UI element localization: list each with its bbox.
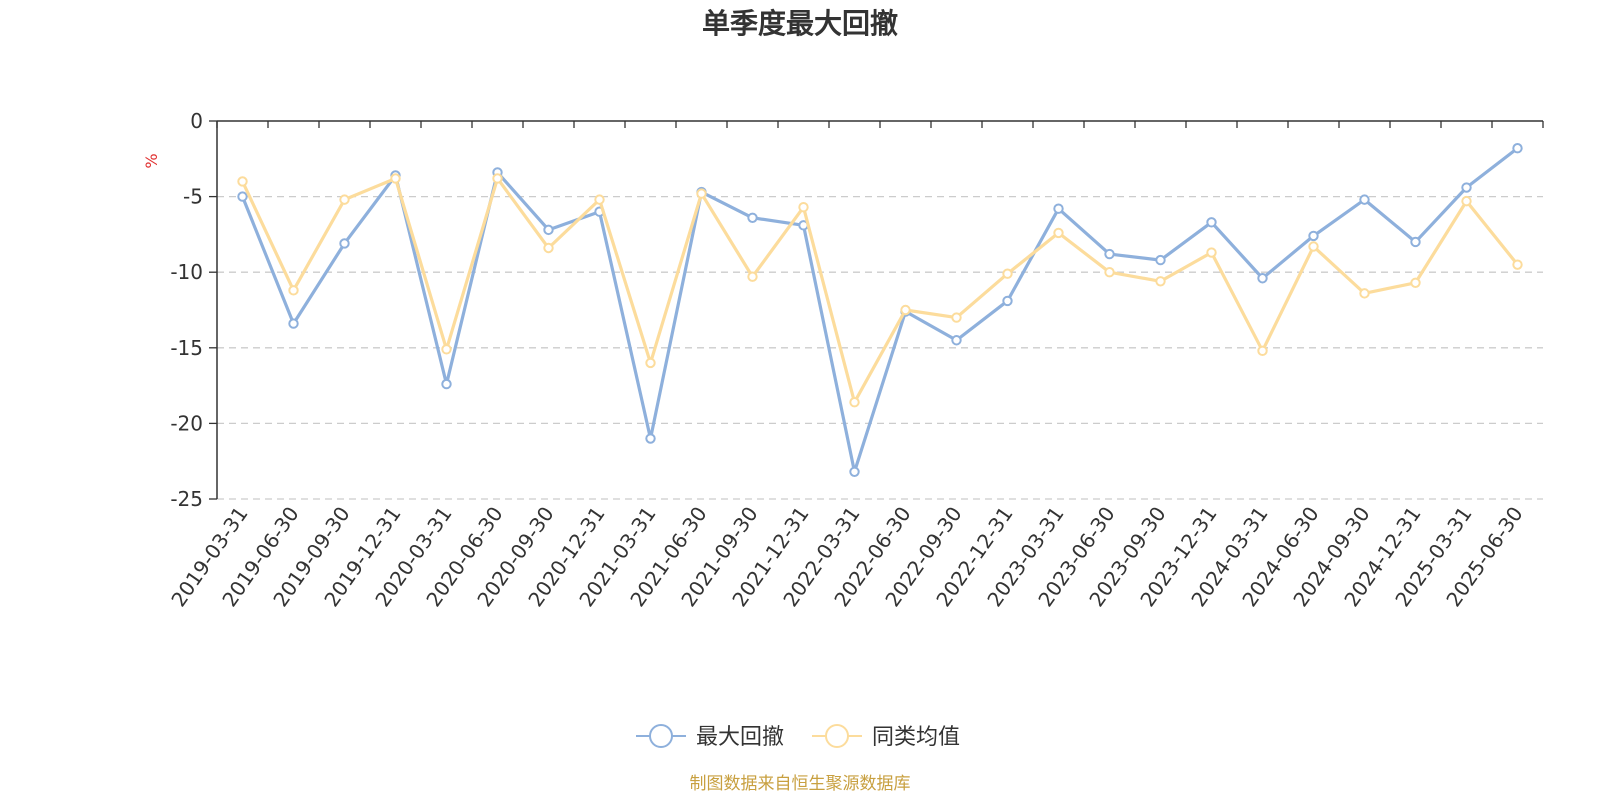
data-point[interactable]	[1104, 248, 1115, 260]
data-point[interactable]	[798, 201, 809, 213]
data-point[interactable]	[543, 242, 554, 254]
data-point[interactable]	[645, 433, 656, 444]
data-point[interactable]	[747, 271, 758, 282]
data-point[interactable]	[951, 335, 962, 346]
data-point[interactable]	[1461, 195, 1472, 207]
data-point[interactable]	[492, 173, 503, 184]
data-point[interactable]	[645, 357, 656, 369]
y-tick-label: -10	[170, 260, 203, 284]
data-point[interactable]	[1359, 288, 1370, 299]
data-point[interactable]	[441, 378, 452, 390]
data-point[interactable]	[1104, 267, 1115, 278]
legend-label: 最大回撤	[696, 725, 784, 750]
data-point[interactable]	[747, 212, 758, 223]
data-point[interactable]	[1512, 259, 1523, 270]
data-point[interactable]	[237, 176, 248, 187]
axis-layer: 0-5-10-15-20-252019-03-312019-06-302019-…	[166, 109, 1544, 611]
legend-label: 同类均值	[872, 725, 960, 750]
data-point[interactable]	[1410, 277, 1421, 288]
y-axis-unit: %	[142, 153, 161, 168]
data-point[interactable]	[288, 318, 299, 329]
data-source-note: 制图数据来自恒生聚源数据库	[690, 774, 911, 794]
data-point[interactable]	[339, 238, 350, 249]
series-line	[241, 176, 1519, 404]
y-tick-label: -5	[183, 185, 203, 209]
y-tick-label: -15	[170, 336, 203, 360]
data-point[interactable]	[594, 194, 605, 205]
data-point[interactable]	[1461, 182, 1472, 193]
data-point[interactable]	[1206, 217, 1217, 228]
chart-title: 单季度最大回撤	[702, 7, 898, 40]
data-point[interactable]	[1053, 227, 1064, 239]
legend[interactable]: 最大回撤 同类均值	[636, 724, 960, 750]
data-point[interactable]	[1512, 143, 1523, 154]
data-point[interactable]	[1410, 236, 1421, 248]
data-point[interactable]	[1002, 268, 1013, 279]
y-tick-label: -20	[170, 411, 203, 435]
data-point[interactable]	[1257, 345, 1268, 357]
data-point[interactable]	[390, 173, 401, 184]
y-tick-label: 0	[190, 109, 203, 133]
data-point[interactable]	[900, 304, 911, 316]
data-point[interactable]	[1155, 254, 1166, 266]
data-point[interactable]	[1308, 230, 1319, 242]
data-point[interactable]	[237, 191, 248, 202]
data-point[interactable]	[1359, 194, 1370, 205]
legend-marker	[649, 724, 673, 748]
series-2	[237, 173, 1523, 408]
data-point[interactable]	[696, 188, 707, 199]
series-1	[237, 143, 1523, 477]
data-point[interactable]	[288, 285, 299, 296]
data-point[interactable]	[951, 312, 962, 323]
data-point[interactable]	[1257, 273, 1268, 284]
legend-item-2[interactable]: 同类均值	[812, 724, 960, 750]
data-point[interactable]	[849, 397, 860, 408]
series-layer	[237, 143, 1523, 477]
data-point[interactable]	[1053, 203, 1064, 214]
data-point[interactable]	[441, 344, 452, 355]
legend-marker	[825, 724, 849, 748]
data-point[interactable]	[339, 194, 350, 205]
data-point[interactable]	[1308, 241, 1319, 252]
series-line	[241, 146, 1519, 474]
data-point[interactable]	[849, 466, 860, 477]
data-point[interactable]	[1206, 247, 1217, 258]
data-point[interactable]	[543, 224, 554, 236]
data-point[interactable]	[1155, 276, 1166, 287]
data-point[interactable]	[1002, 295, 1013, 307]
legend-item-1[interactable]: 最大回撤	[636, 724, 784, 750]
y-tick-label: -25	[170, 487, 203, 511]
